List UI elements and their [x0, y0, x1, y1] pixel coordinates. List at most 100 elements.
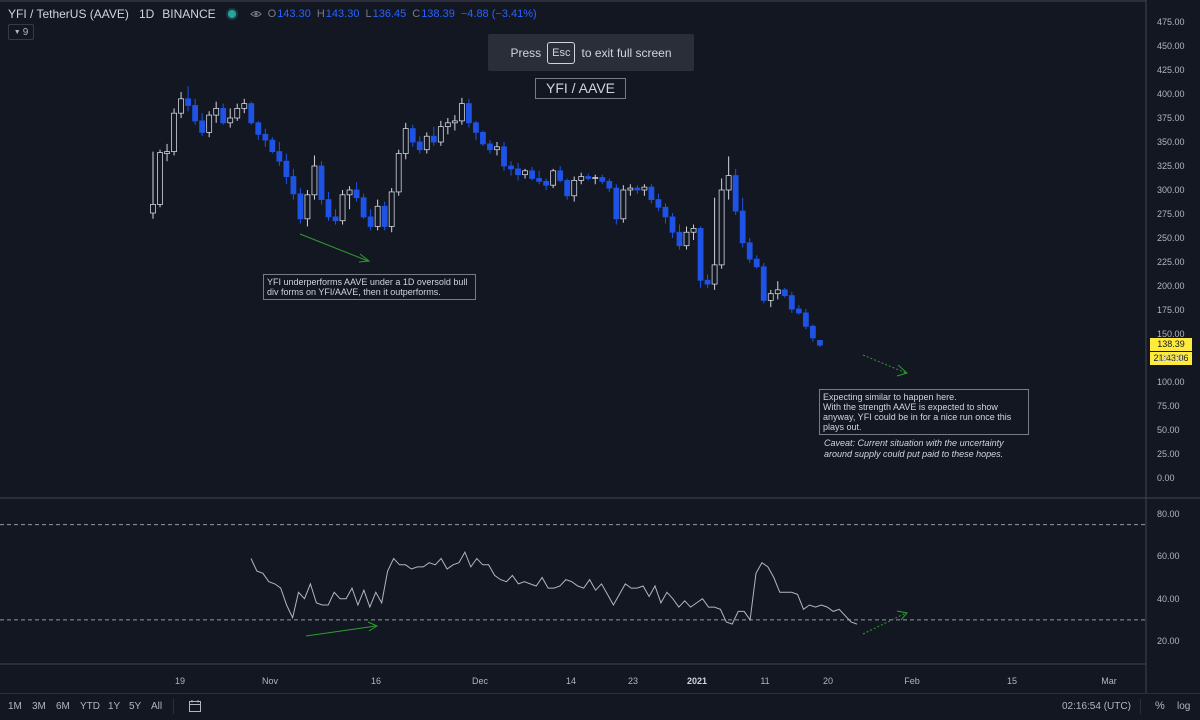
caveat-note[interactable]: Caveat: Current situation with the uncer… [824, 438, 1040, 460]
candle [536, 170, 542, 185]
rsi-tick-label: 40.00 [1157, 593, 1180, 604]
rsi-tick-label: 80.00 [1157, 509, 1180, 519]
range-button-all[interactable]: All [151, 701, 163, 712]
candle-body [676, 231, 683, 247]
time-tick-label: 23 [627, 676, 639, 686]
note-left-line: YFI underperforms AAVE under a 1D overso… [267, 277, 468, 287]
price-tick-label: 275.00 [1157, 209, 1185, 219]
candle-body [402, 128, 409, 154]
range-button-3m[interactable]: 3M [32, 701, 46, 712]
candle [732, 168, 739, 215]
candle-body [662, 206, 669, 218]
candle [473, 120, 479, 141]
candle [690, 224, 697, 240]
candle-body [732, 175, 739, 212]
time-tick-label: 14 [565, 676, 577, 686]
log-scale-toggle[interactable]: log [1177, 701, 1191, 712]
candle-body [276, 151, 283, 162]
candle [592, 174, 599, 185]
interval-label[interactable]: 1D [138, 7, 155, 21]
candle [437, 120, 444, 146]
candle-body [480, 131, 486, 145]
candle-body [304, 194, 311, 220]
candle-body [423, 135, 430, 151]
price-tick-label: 0.00 [1157, 473, 1175, 483]
price-tick-label: 425.00 [1157, 65, 1185, 75]
candle [704, 274, 711, 288]
candle-body [283, 160, 290, 177]
toolbar-divider [1140, 699, 1141, 714]
candle [381, 201, 388, 231]
note-right-line: With the strength AAVE is expected to sh… [823, 402, 998, 412]
candle-body [367, 216, 374, 227]
candle [192, 98, 199, 125]
candle-body [199, 120, 206, 133]
last-price-tag: 138.39 [1150, 338, 1192, 351]
exchange-label: BINANCE [162, 7, 216, 21]
percent-scale-toggle[interactable]: % [1155, 700, 1165, 712]
range-button-1y[interactable]: 1Y [108, 701, 121, 712]
bottom-toolbar: 1M 3M 6M YTD 1Y 5Y All 02:16:54 (UTC) % … [0, 693, 1200, 720]
candle [213, 101, 220, 123]
rsi-tick-label: 60.00 [1157, 551, 1180, 562]
note-left-line: div forms on YFI/AAVE, then it outperfor… [267, 287, 441, 297]
rsi-tick-label: 20.00 [1157, 636, 1180, 646]
candle-body [760, 266, 767, 301]
calendar-range-icon[interactable] [188, 699, 202, 713]
candle [564, 178, 571, 200]
utc-clock[interactable]: 02:16:54 (UTC) [1062, 701, 1131, 712]
candle [669, 213, 676, 238]
candle [248, 101, 255, 125]
candle-body [318, 165, 325, 200]
candle-body [767, 293, 774, 301]
candle-body [781, 289, 788, 296]
arrow-rsi-left [305, 621, 379, 637]
candle [746, 238, 753, 263]
candle-body [592, 177, 599, 179]
symbol-title[interactable]: YFI / TetherUS (AAVE) [8, 7, 129, 21]
price-tick-label: 250.00 [1157, 233, 1185, 243]
candle [480, 130, 486, 146]
candle-body [213, 108, 220, 116]
range-button-6m[interactable]: 6M [56, 701, 70, 712]
candle [206, 111, 213, 138]
note-left[interactable]: YFI underperforms AAVE under a 1D overso… [263, 274, 476, 300]
candle-body [508, 165, 514, 170]
legend-row[interactable]: YFI / TetherUS (AAVE) 1D BINANCE O 143.30… [8, 6, 537, 22]
candle [388, 188, 395, 233]
candle [739, 197, 746, 248]
pair-label-box[interactable]: YFI / AAVE [535, 78, 626, 99]
candle [311, 155, 318, 200]
indicators-toggle-button[interactable]: ▼ 9 [8, 24, 34, 40]
candle [297, 188, 304, 224]
range-button-ytd[interactable]: YTD [80, 701, 100, 712]
open-label: O [267, 8, 277, 20]
candle [171, 108, 177, 156]
note-right[interactable]: Expecting similar to happen here. With t… [819, 389, 1029, 435]
candle [655, 193, 662, 212]
candle [304, 190, 311, 227]
candle-body [683, 231, 690, 247]
candle [367, 209, 374, 231]
candle-body [704, 279, 711, 285]
range-button-5y[interactable]: 5Y [129, 701, 142, 712]
eye-icon[interactable] [249, 8, 262, 20]
candle-body [690, 227, 697, 233]
candle-body [451, 120, 458, 124]
candle-body [487, 143, 493, 151]
rsi-line [250, 550, 858, 625]
esc-key[interactable]: Esc [547, 41, 576, 64]
candle-body [494, 146, 500, 151]
candle [227, 108, 234, 128]
candle-body [150, 203, 156, 214]
candle [711, 197, 718, 290]
price-tick-label: 175.00 [1157, 305, 1185, 315]
candle [753, 255, 760, 269]
candle-body [774, 289, 781, 295]
range-button-1m[interactable]: 1M [8, 701, 22, 712]
candle [346, 186, 353, 210]
time-tick-label: 19 [174, 676, 186, 686]
candle-body [206, 114, 213, 133]
candle [458, 97, 465, 125]
